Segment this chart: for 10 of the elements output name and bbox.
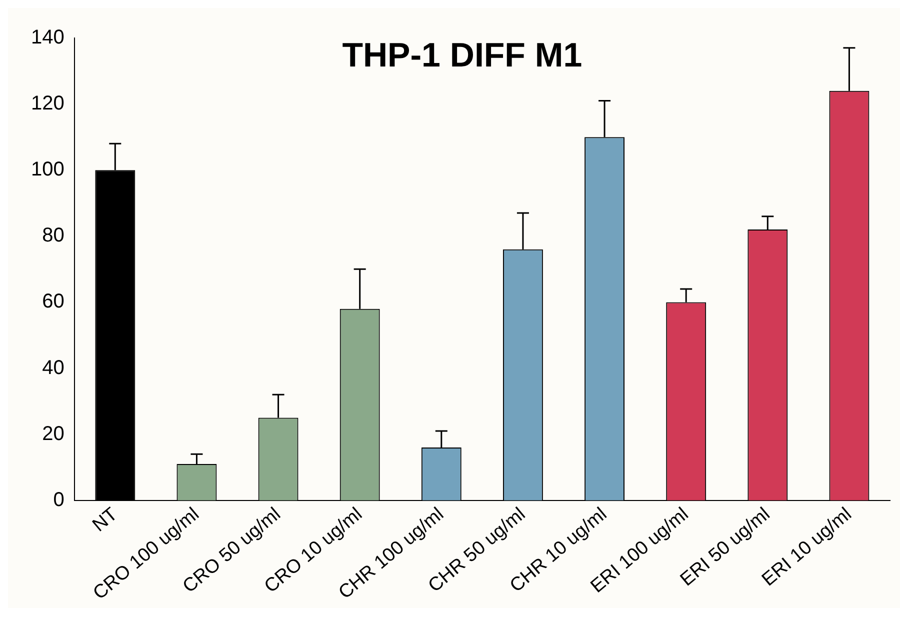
chart-title: THP-1 DIFF M1 xyxy=(342,36,582,74)
y-tick-label: 40 xyxy=(42,356,64,379)
y-tick-label: 100 xyxy=(30,158,64,181)
y-tick-label: 140 xyxy=(30,26,64,49)
y-tick-label: 60 xyxy=(42,290,64,313)
y-tick-label: 120 xyxy=(30,92,64,115)
y-tick-label: 20 xyxy=(42,422,64,445)
y-tick-label: 80 xyxy=(42,224,64,247)
x-tick-label: NT xyxy=(88,504,122,536)
y-tick-label: 0 xyxy=(53,488,64,511)
